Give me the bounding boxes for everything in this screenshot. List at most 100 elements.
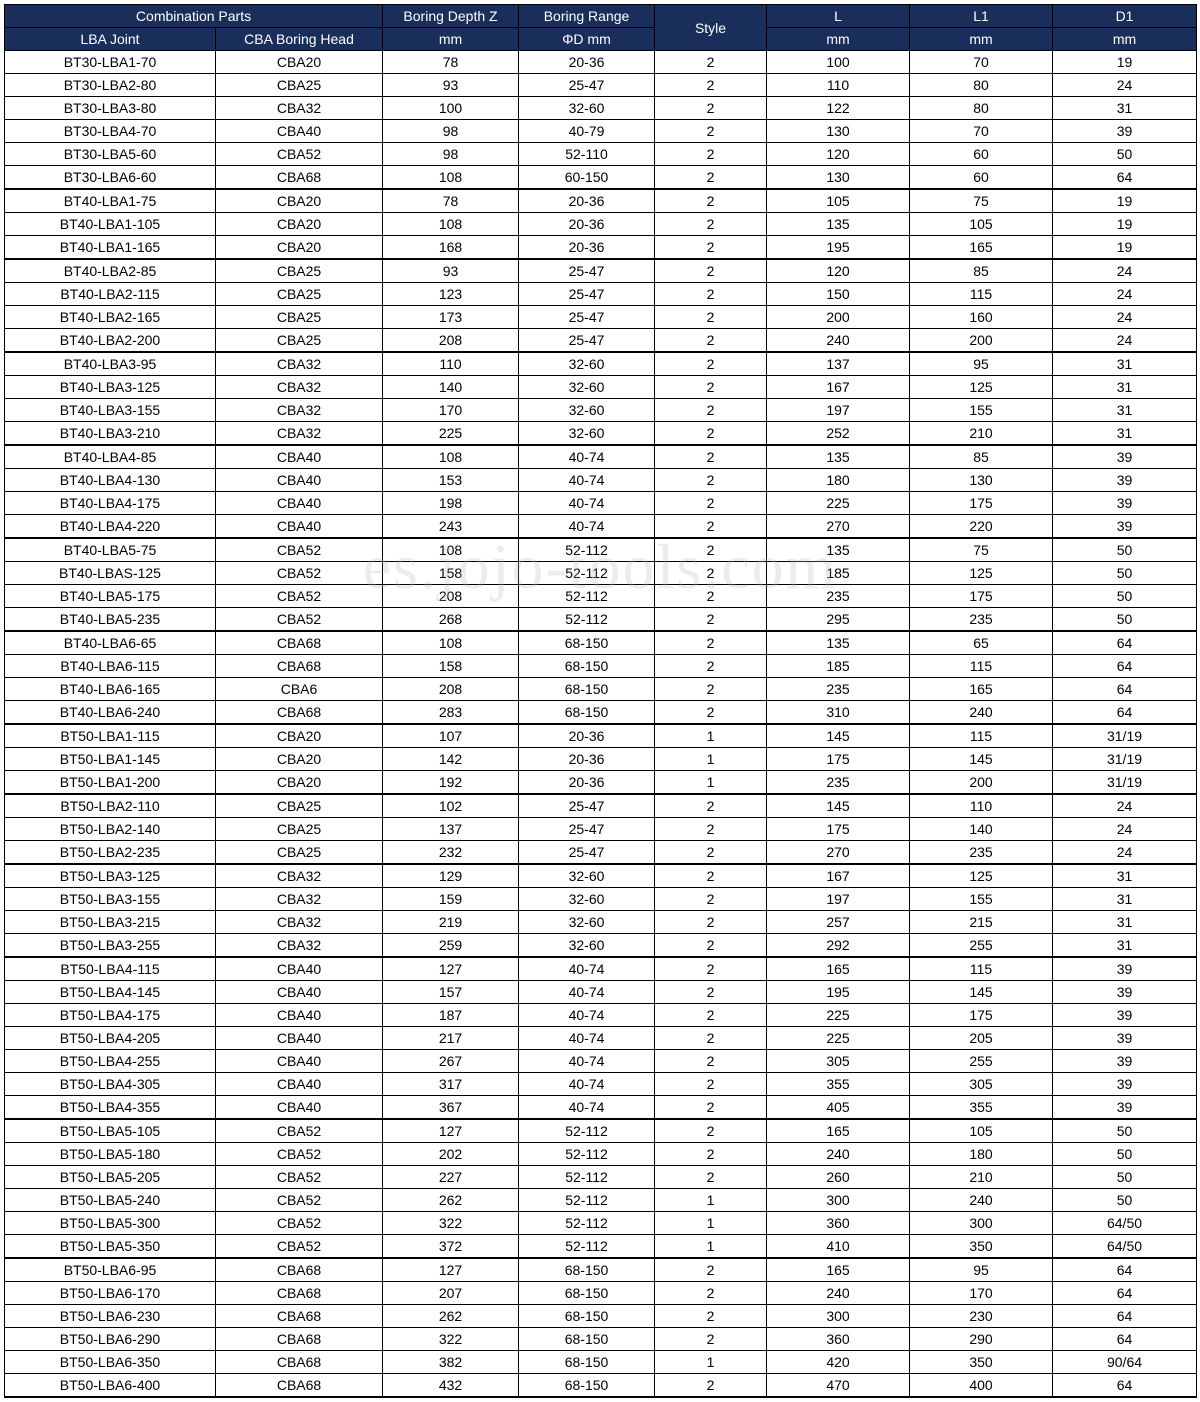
cell: 40-79 [519, 120, 655, 143]
cell: CBA20 [216, 236, 383, 260]
cell: 2 [655, 213, 767, 236]
cell: 2 [655, 888, 767, 911]
cell: 129 [383, 864, 519, 888]
cell: 150 [767, 283, 910, 306]
table-row: BT50-LBA5-105CBA5212752-112216510550 [5, 1119, 1197, 1143]
cell: CBA25 [216, 794, 383, 818]
cell: CBA32 [216, 97, 383, 120]
cell: BT40-LBA5-235 [5, 608, 216, 632]
cell: 230 [910, 1305, 1053, 1328]
cell: BT40-LBA1-165 [5, 236, 216, 260]
cell: BT50-LBA3-125 [5, 864, 216, 888]
cell: CBA20 [216, 51, 383, 74]
cell: 137 [383, 818, 519, 841]
cell: CBA52 [216, 1235, 383, 1259]
cell: 2 [655, 562, 767, 585]
cell: 19 [1053, 236, 1197, 260]
table-row: BT40-LBA2-115CBA2512325-47215011524 [5, 283, 1197, 306]
cell: CBA52 [216, 608, 383, 632]
cell: 95 [910, 1258, 1053, 1282]
cell: CBA52 [216, 143, 383, 166]
cell: CBA32 [216, 934, 383, 958]
cell: 410 [767, 1235, 910, 1259]
cell: 31 [1053, 911, 1197, 934]
cell: 210 [910, 422, 1053, 446]
cell: BT50-LBA4-145 [5, 981, 216, 1004]
cell: BT50-LBA3-255 [5, 934, 216, 958]
col-depth: Boring Depth Z [383, 5, 519, 28]
cell: 187 [383, 1004, 519, 1027]
table-row: BT40-LBA6-115CBA6815868-150218511564 [5, 655, 1197, 678]
cell: 1 [655, 1189, 767, 1212]
cell: CBA25 [216, 329, 383, 353]
cell: CBA40 [216, 1050, 383, 1073]
cell: 360 [767, 1212, 910, 1235]
cell: 2 [655, 585, 767, 608]
cell: 68-150 [519, 655, 655, 678]
cell: BT30-LBA6-60 [5, 166, 216, 190]
cell: 115 [910, 957, 1053, 981]
cell: 2 [655, 701, 767, 725]
cell: 52-112 [519, 608, 655, 632]
cell: 39 [1053, 957, 1197, 981]
cell: 255 [910, 1050, 1053, 1073]
col-D1-unit: mm [1053, 28, 1197, 51]
cell: CBA52 [216, 1166, 383, 1189]
cell: BT50-LBA4-355 [5, 1096, 216, 1120]
cell: CBA25 [216, 841, 383, 865]
cell: 208 [383, 585, 519, 608]
cell: 75 [910, 189, 1053, 213]
cell: 50 [1053, 608, 1197, 632]
cell: 40-74 [519, 1027, 655, 1050]
cell: 39 [1053, 469, 1197, 492]
cell: BT50-LBA6-290 [5, 1328, 216, 1351]
cell: BT50-LBA3-215 [5, 911, 216, 934]
cell: BT50-LBA2-110 [5, 794, 216, 818]
cell: 85 [910, 259, 1053, 283]
cell: 39 [1053, 981, 1197, 1004]
cell: CBA68 [216, 1351, 383, 1374]
cell: 110 [910, 794, 1053, 818]
cell: 95 [910, 352, 1053, 376]
cell: 2 [655, 608, 767, 632]
cell: CBA25 [216, 818, 383, 841]
cell: 39 [1053, 1073, 1197, 1096]
cell: 322 [383, 1212, 519, 1235]
cell: CBA68 [216, 655, 383, 678]
table-row: BT40-LBA4-130CBA4015340-74218013039 [5, 469, 1197, 492]
cell: 2 [655, 1050, 767, 1073]
cell: 135 [767, 631, 910, 655]
cell: 145 [767, 794, 910, 818]
cell: BT40-LBA3-155 [5, 399, 216, 422]
cell: 322 [383, 1328, 519, 1351]
cell: 108 [383, 538, 519, 562]
table-row: BT50-LBA3-215CBA3221932-60225721531 [5, 911, 1197, 934]
cell: 32-60 [519, 888, 655, 911]
cell: 110 [383, 352, 519, 376]
table-row: BT40-LBA5-235CBA5226852-112229523550 [5, 608, 1197, 632]
cell: BT40-LBA4-130 [5, 469, 216, 492]
cell: 145 [910, 748, 1053, 771]
cell: 25-47 [519, 283, 655, 306]
cell: 160 [910, 306, 1053, 329]
cell: 130 [767, 120, 910, 143]
cell: 2 [655, 97, 767, 120]
cell: 39 [1053, 1027, 1197, 1050]
col-D1: D1 [1053, 5, 1197, 28]
cell: 60 [910, 143, 1053, 166]
table-row: BT40-LBA3-95CBA3211032-6021379531 [5, 352, 1197, 376]
cell: BT30-LBA2-80 [5, 74, 216, 97]
cell: BT40-LBA6-115 [5, 655, 216, 678]
cell: CBA32 [216, 422, 383, 446]
cell: CBA20 [216, 189, 383, 213]
cell: CBA68 [216, 1374, 383, 1398]
cell: CBA40 [216, 492, 383, 515]
cell: 192 [383, 771, 519, 795]
cell: 52-112 [519, 1119, 655, 1143]
cell: CBA20 [216, 724, 383, 748]
table-row: BT40-LBA4-175CBA4019840-74222517539 [5, 492, 1197, 515]
table-row: BT40-LBA5-75CBA5210852-11221357550 [5, 538, 1197, 562]
cell: 78 [383, 51, 519, 74]
cell: 432 [383, 1374, 519, 1398]
cell: BT50-LBA4-255 [5, 1050, 216, 1073]
